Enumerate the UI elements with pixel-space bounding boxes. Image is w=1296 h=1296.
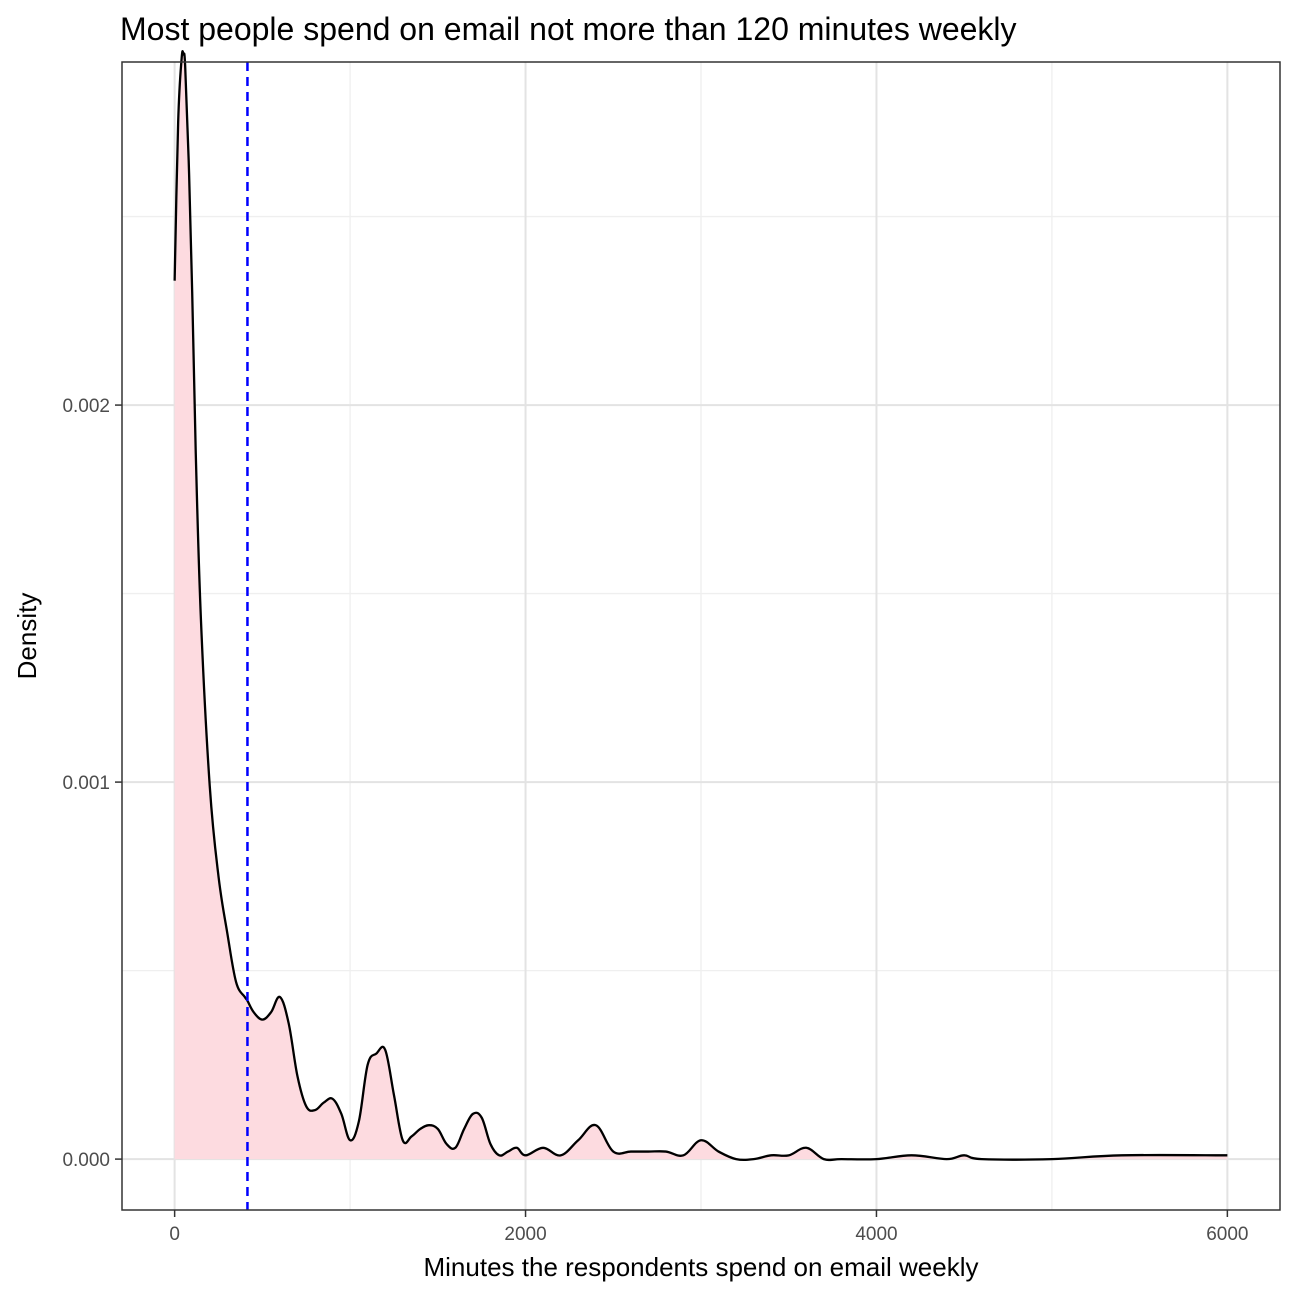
x-axis-title: Minutes the respondents spend on email w…	[424, 1252, 979, 1282]
density-area	[174, 51, 1228, 1161]
panel-border	[121, 61, 1281, 1211]
chart-title: Most people spend on email not more than…	[120, 11, 1017, 47]
y-axis: 0.000 0.001 0.002	[62, 396, 122, 1171]
x-tick-label: 4000	[855, 1224, 897, 1245]
x-tick-label: 0	[169, 1224, 180, 1245]
x-tick-label: 2000	[504, 1224, 546, 1245]
grid	[122, 62, 1280, 1210]
x-axis: 0 2000 4000 6000	[169, 1210, 1249, 1245]
y-tick-label: 0.000	[62, 1150, 110, 1171]
density-line	[173, 50, 1228, 1162]
x-tick-label: 6000	[1206, 1224, 1248, 1245]
y-tick-label: 0.001	[62, 773, 110, 794]
y-axis-title: Density	[12, 593, 42, 680]
y-tick-label: 0.002	[62, 396, 110, 417]
